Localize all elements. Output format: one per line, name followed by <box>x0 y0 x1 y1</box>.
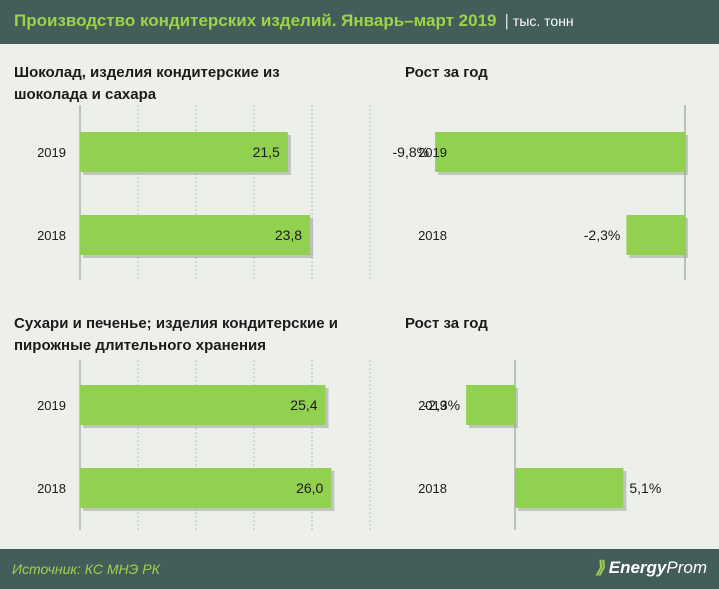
panel-title-growth-chocolate: Рост за год <box>405 62 488 84</box>
logo-bold: Energy <box>608 558 667 577</box>
unit-label: тыс. тонн <box>512 13 574 29</box>
energyprom-logo: ⟫ EnergyProm <box>595 558 707 578</box>
category-label: 2019 <box>37 398 66 413</box>
panel-title-line: Рост за год <box>405 315 488 332</box>
bar <box>515 468 624 508</box>
footer-bar: Источник: КС МНЭ РК ⟫ EnergyProm <box>0 549 719 589</box>
panel-title-line: шоколада и сахара <box>14 86 157 103</box>
category-label: 2018 <box>418 481 447 496</box>
data-label: -2,3% <box>584 227 621 243</box>
category-label: 2019 <box>418 145 447 160</box>
panel-title-chocolate: Шоколад, изделия кондитерские из шоколад… <box>14 62 280 106</box>
logo-icon: ⟫ <box>595 558 605 577</box>
bar <box>435 132 685 172</box>
data-label: 23,8 <box>275 227 302 243</box>
source-note: Источник: КС МНЭ РК <box>12 561 160 577</box>
bar <box>80 468 332 508</box>
bar <box>626 215 685 255</box>
chart-title: Производство кондитерских изделий. Январ… <box>14 11 574 31</box>
category-label: 2018 <box>37 481 66 496</box>
category-label: 2018 <box>37 228 66 243</box>
panel-title-growth-biscuits: Рост за год <box>405 313 488 335</box>
panel-title-line: Рост за год <box>405 64 488 81</box>
category-label: 2019 <box>418 398 447 413</box>
logo-light: Prom <box>666 558 707 577</box>
panel-title-line: пирожные длительного хранения <box>14 337 267 354</box>
data-label: 5,1% <box>629 480 661 496</box>
panel-title-biscuits: Сухари и печенье; изделия кондитерские и… <box>14 313 338 357</box>
bar <box>80 132 288 172</box>
panel-title-line: Сухари и печенье; изделия кондитерские и <box>14 315 338 332</box>
data-label: -2,3% <box>424 397 461 413</box>
category-label: 2018 <box>418 228 447 243</box>
title-separator: | <box>504 11 509 30</box>
data-label: 26,0 <box>296 480 323 496</box>
panel-title-line: Шоколад, изделия кондитерские из <box>14 64 280 81</box>
title-text: Производство кондитерских изделий. Январ… <box>14 11 497 30</box>
data-label: -9,8% <box>393 144 430 160</box>
bar <box>80 385 326 425</box>
data-label: 25,4 <box>290 397 317 413</box>
category-label: 2019 <box>37 145 66 160</box>
bar <box>80 215 311 255</box>
bar <box>466 385 515 425</box>
data-label: 21,5 <box>253 144 280 160</box>
header-bar: Производство кондитерских изделий. Январ… <box>0 0 719 44</box>
